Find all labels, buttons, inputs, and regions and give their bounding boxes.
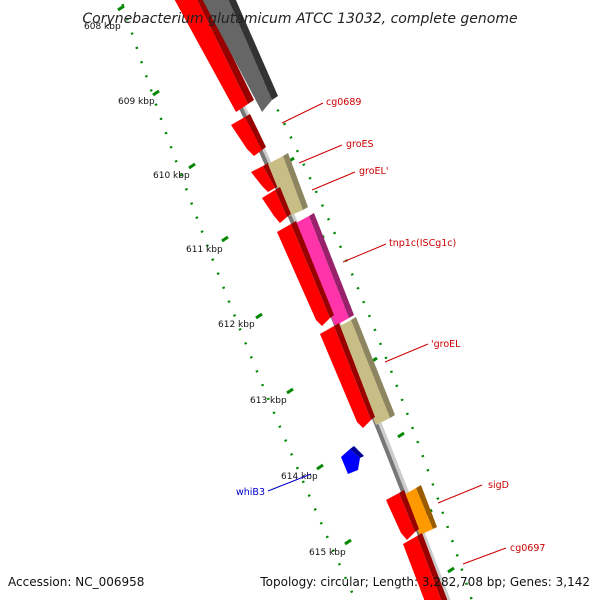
kbp-label-611: 611 kbp: [186, 245, 223, 255]
gene-label-cg0697[interactable]: cg0697: [510, 543, 545, 554]
accession-text: Accession: NC_006958: [8, 575, 144, 589]
gene-feature-groES[interactable]: [251, 166, 275, 192]
gene-feature-sigD[interactable]: [402, 488, 433, 535]
gene-labels: cg0689 groES groEL' tnp1c(ISCg1c) 'groEL…: [236, 97, 545, 554]
kbp-tick-608: [117, 4, 125, 12]
gene-features: [172, 0, 448, 600]
gene-feature-whiB3[interactable]: [341, 449, 360, 474]
gene-label-whiB3[interactable]: whiB3: [236, 487, 265, 498]
kbp-label-612: 612 kbp: [218, 320, 255, 330]
gene-feature-grey[interactable]: [200, 0, 272, 112]
kbp-label-609: 609 kbp: [118, 97, 155, 107]
kbp-tick-610: [188, 162, 196, 170]
kbp-label-613: 613 kbp: [250, 396, 287, 406]
gene-label-groES[interactable]: groES: [346, 139, 374, 150]
kbp-tick-611: [221, 235, 229, 243]
label-leaders: [267, 102, 507, 565]
gene-feature-cds-4[interactable]: [320, 326, 371, 428]
kbp-tick-612: [255, 312, 263, 320]
kbp-label-615: 615 kbp: [309, 548, 346, 558]
topology-text: Topology: circular; Length: 3,282,708 bp…: [259, 575, 590, 589]
gene-feature-groEL-prime[interactable]: [268, 156, 303, 216]
gene-feature-groEL[interactable]: [336, 320, 390, 425]
gene-feature-cds-1[interactable]: [172, 0, 248, 112]
gene-feature-cg0697[interactable]: [403, 536, 445, 600]
tick-ring-outer: [219, 0, 474, 600]
kbp-tick-609: [152, 89, 160, 97]
gene-label-groEL-prime[interactable]: groEL': [359, 166, 388, 177]
kbp-label-608: 608 kbp: [84, 22, 121, 32]
map-title: Corynebacterium glutamicum ATCC 13032, c…: [82, 11, 517, 27]
kbp-tick-615: [344, 538, 352, 546]
gene-feature-cds-2[interactable]: [262, 190, 287, 223]
gene-feature-tnp1c[interactable]: [294, 216, 349, 326]
kbp-tick-614: [316, 463, 324, 471]
kbp-label-610: 610 kbp: [153, 171, 190, 181]
gene-feature-cds-5[interactable]: [386, 493, 415, 540]
kbp-label-614: 614 kbp: [281, 472, 318, 482]
kbp-ticks: 608 kbp 609 kbp 610 kbp 611 kbp 612 kbp …: [84, 4, 352, 558]
gene-label-groEL[interactable]: 'groEL: [431, 339, 461, 350]
gene-feature-cds-3[interactable]: [277, 224, 330, 326]
gene-feature-cg0689[interactable]: [231, 117, 262, 156]
gene-label-cg0689[interactable]: cg0689: [326, 97, 361, 108]
kbp-tick-613: [286, 387, 294, 395]
gene-label-sigD[interactable]: sigD: [488, 480, 509, 491]
gene-label-tnp1c[interactable]: tnp1c(ISCg1c): [389, 238, 456, 249]
